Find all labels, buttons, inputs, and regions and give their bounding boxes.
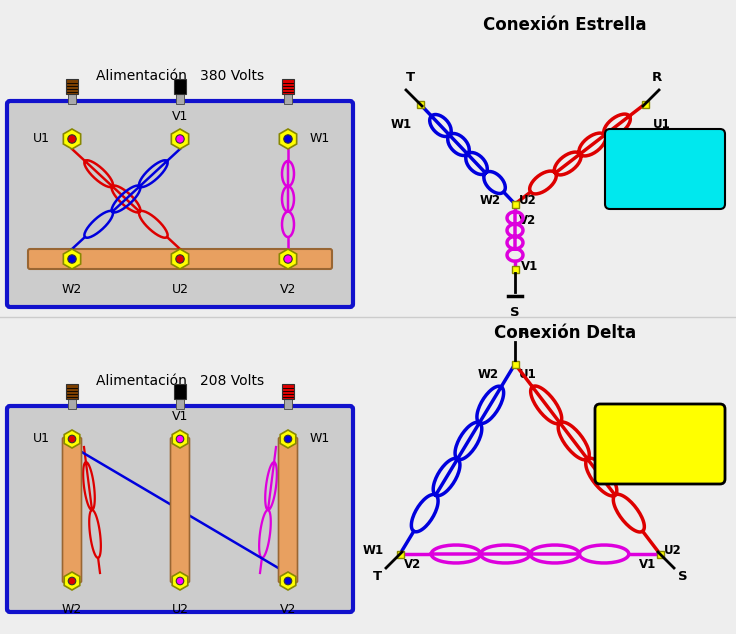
Bar [642, 101, 648, 108]
Bar [512, 361, 518, 368]
Text: W2: W2 [480, 193, 501, 207]
Text: V2: V2 [280, 603, 296, 616]
Text: W2: W2 [62, 283, 82, 296]
Text: V2: V2 [519, 214, 537, 227]
Text: U2: U2 [664, 543, 682, 557]
Text: U1: U1 [519, 368, 537, 381]
Text: W2: W2 [62, 603, 82, 616]
Polygon shape [64, 572, 79, 590]
Text: V2: V2 [280, 283, 296, 296]
Bar [284, 399, 292, 409]
Text: Alto
Voltaje: Alto Voltaje [635, 153, 695, 185]
Bar [282, 384, 294, 399]
Circle shape [284, 255, 292, 263]
Polygon shape [280, 129, 297, 149]
Text: W1: W1 [310, 131, 330, 145]
Text: Alimentación   208 Volts: Alimentación 208 Volts [96, 374, 264, 388]
FancyBboxPatch shape [28, 249, 332, 269]
Text: V1: V1 [639, 558, 656, 571]
Text: Bajo
Voltaje: Bajo Voltaje [630, 428, 690, 460]
Polygon shape [280, 572, 296, 590]
Circle shape [176, 135, 184, 143]
Text: T: T [373, 570, 382, 583]
Polygon shape [172, 430, 188, 448]
Polygon shape [63, 249, 81, 269]
Circle shape [176, 255, 184, 263]
Circle shape [68, 435, 76, 443]
Circle shape [68, 135, 77, 143]
Text: U2: U2 [171, 603, 188, 616]
Circle shape [284, 435, 291, 443]
Text: U1: U1 [33, 131, 50, 145]
FancyBboxPatch shape [171, 437, 189, 583]
Text: V2: V2 [404, 558, 421, 571]
Text: T: T [406, 71, 414, 84]
Circle shape [176, 577, 184, 585]
Polygon shape [171, 249, 188, 269]
Bar [657, 550, 663, 557]
Polygon shape [280, 430, 296, 448]
Bar [282, 79, 294, 94]
Bar [66, 79, 78, 94]
Text: V1: V1 [171, 410, 188, 423]
Text: Alimentación   380 Volts: Alimentación 380 Volts [96, 69, 264, 83]
Text: V1: V1 [171, 110, 188, 123]
Circle shape [68, 577, 76, 585]
FancyBboxPatch shape [605, 129, 725, 209]
Text: W2: W2 [478, 368, 499, 381]
Bar [174, 384, 186, 399]
Text: U1: U1 [33, 432, 50, 444]
Polygon shape [171, 129, 188, 149]
Text: R: R [519, 327, 529, 340]
Bar [512, 266, 518, 273]
Text: W1: W1 [391, 118, 412, 131]
FancyBboxPatch shape [63, 437, 82, 583]
Text: U2: U2 [519, 193, 537, 207]
Bar [68, 399, 76, 409]
FancyBboxPatch shape [278, 437, 297, 583]
Polygon shape [63, 129, 81, 149]
Text: S: S [678, 570, 687, 583]
Bar [417, 101, 423, 108]
Text: U1: U1 [653, 118, 670, 131]
Text: Conexión Estrella: Conexión Estrella [484, 16, 647, 34]
Circle shape [68, 255, 77, 263]
Bar [176, 399, 184, 409]
Text: U2: U2 [171, 283, 188, 296]
FancyBboxPatch shape [595, 404, 725, 484]
Text: V1: V1 [521, 261, 538, 273]
Bar [284, 94, 292, 104]
Bar [66, 384, 78, 399]
Text: W1: W1 [363, 543, 384, 557]
Polygon shape [64, 430, 79, 448]
FancyBboxPatch shape [7, 101, 353, 307]
Circle shape [176, 435, 184, 443]
Text: Conexión Delta: Conexión Delta [494, 324, 636, 342]
Polygon shape [280, 249, 297, 269]
Bar [176, 94, 184, 104]
Text: R: R [652, 71, 662, 84]
Bar [68, 94, 76, 104]
Bar [512, 200, 518, 207]
Bar [174, 79, 186, 94]
Bar [397, 550, 403, 557]
Circle shape [284, 135, 292, 143]
Text: S: S [510, 306, 520, 319]
Text: W1: W1 [310, 432, 330, 444]
Circle shape [284, 577, 291, 585]
Polygon shape [172, 572, 188, 590]
FancyBboxPatch shape [7, 406, 353, 612]
